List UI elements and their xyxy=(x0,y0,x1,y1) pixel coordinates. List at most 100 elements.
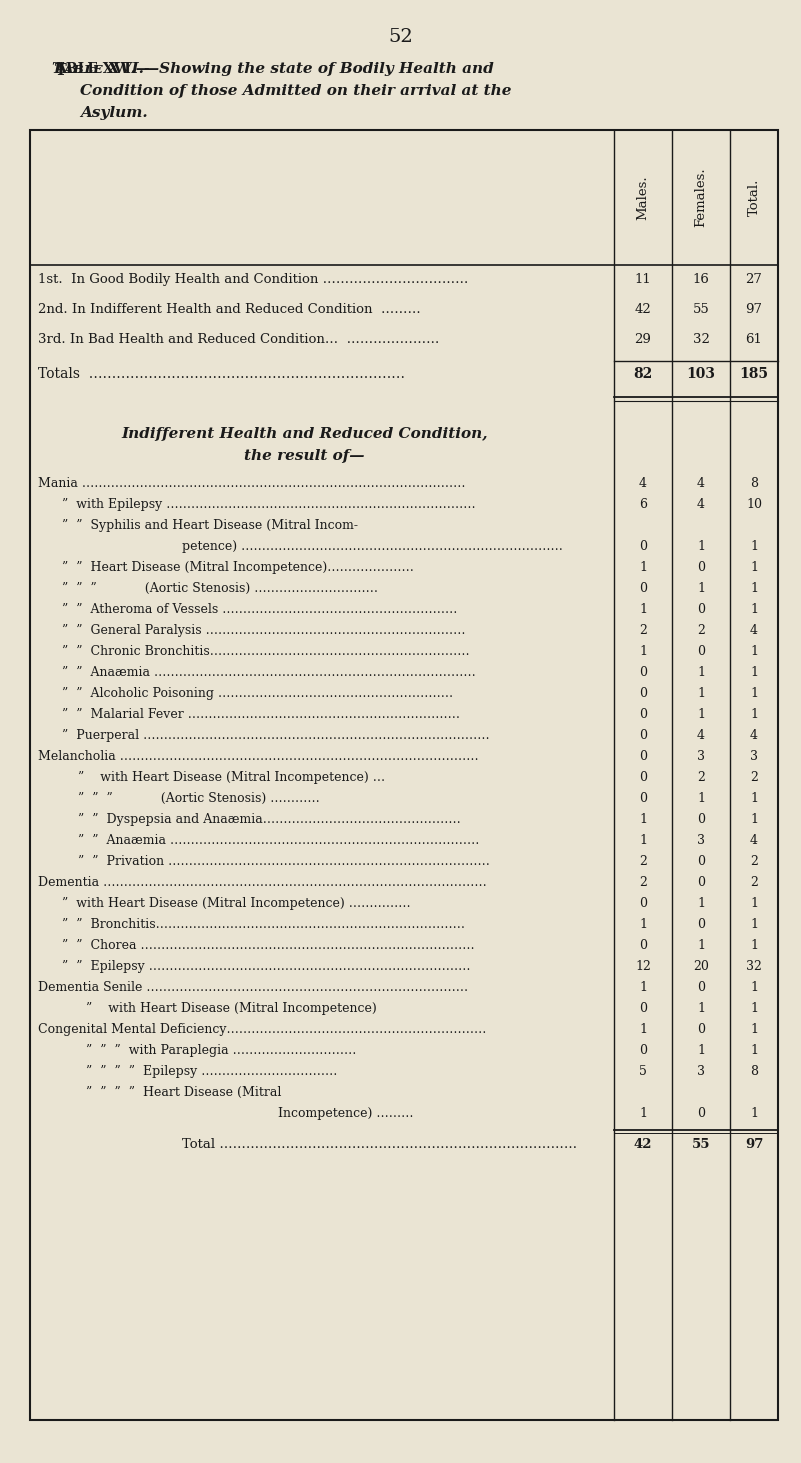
Text: ”  ”  ”  ”  Heart Disease (Mitral: ” ” ” ” Heart Disease (Mitral xyxy=(86,1086,281,1099)
Text: 1: 1 xyxy=(697,708,705,721)
Text: 0: 0 xyxy=(697,813,705,827)
Text: 3: 3 xyxy=(750,751,758,764)
Text: 3rd. In Bad Health and Reduced Condition…  …………………: 3rd. In Bad Health and Reduced Condition… xyxy=(38,334,440,347)
Text: ”  ”  Chorea ………………………………………………………………………: ” ” Chorea ……………………………………………………………………… xyxy=(62,939,475,952)
Text: Congenital Mental Deficiency………………………………………………………: Congenital Mental Deficiency………………………………… xyxy=(38,1023,486,1036)
Text: 1: 1 xyxy=(639,982,647,993)
Text: 2: 2 xyxy=(697,625,705,636)
Text: 0: 0 xyxy=(697,982,705,993)
Text: 1: 1 xyxy=(750,666,758,679)
Text: Total ………………………………………………………………………: Total ……………………………………………………………………… xyxy=(182,1138,578,1151)
Text: 1: 1 xyxy=(750,603,758,616)
Text: Dementia Senile ……………………………………………………………………: Dementia Senile ………………………………………………………………… xyxy=(38,982,468,993)
Text: ”  ”  Malarial Fever …………………………………………………………: ” ” Malarial Fever ………………………………………………………… xyxy=(62,708,460,721)
Text: 27: 27 xyxy=(746,274,763,285)
Text: 1: 1 xyxy=(697,939,705,952)
Text: 12: 12 xyxy=(635,960,651,973)
Text: ”  ”  General Paralysis ………………………………………………………: ” ” General Paralysis ………………………………………………… xyxy=(62,625,465,636)
Text: ”  ”  Heart Disease (Mitral Incompetence)…………………: ” ” Heart Disease (Mitral Incompetence)…… xyxy=(62,560,414,573)
Text: 1: 1 xyxy=(639,1107,647,1121)
Text: Melancholia ……………………………………………………………………………: Melancholia …………………………………………………………………………… xyxy=(38,751,479,764)
Text: 55: 55 xyxy=(692,1138,710,1151)
Text: ”  ”  Dyspepsia and Anaæmia…………………………………………: ” ” Dyspepsia and Anaæmia………………………………………… xyxy=(78,813,461,827)
Text: ”  ”  Anaæmia …………………………………………………………………: ” ” Anaæmia ………………………………………………………………… xyxy=(78,834,480,847)
Text: 1: 1 xyxy=(750,1045,758,1056)
Text: 4: 4 xyxy=(697,477,705,490)
Text: 4: 4 xyxy=(750,625,758,636)
Text: Asylum.: Asylum. xyxy=(80,105,147,120)
Text: 8: 8 xyxy=(750,477,758,490)
Text: 8: 8 xyxy=(750,1065,758,1078)
Text: 1: 1 xyxy=(697,897,705,910)
Text: 1: 1 xyxy=(697,688,705,699)
Text: 0: 0 xyxy=(639,791,647,805)
Text: 4: 4 xyxy=(750,834,758,847)
Text: Condition of those Admitted on their arrival at the: Condition of those Admitted on their arr… xyxy=(80,83,512,98)
Text: Total.: Total. xyxy=(747,178,760,217)
Text: 0: 0 xyxy=(697,1107,705,1121)
Text: Indifferent Health and Reduced Condition,: Indifferent Health and Reduced Condition… xyxy=(121,427,488,440)
Text: 42: 42 xyxy=(634,1138,652,1151)
Text: ”  ”  Atheroma of Vessels …………………………………………………: ” ” Atheroma of Vessels …………………………………………… xyxy=(62,603,457,616)
Text: 0: 0 xyxy=(639,939,647,952)
Text: 4: 4 xyxy=(697,729,705,742)
Text: 0: 0 xyxy=(639,582,647,595)
Text: ”    with Heart Disease (Mitral Incompetence) …: ” with Heart Disease (Mitral Incompetenc… xyxy=(78,771,385,784)
Text: 0: 0 xyxy=(639,1045,647,1056)
Text: 20: 20 xyxy=(693,960,709,973)
Text: 0: 0 xyxy=(697,645,705,658)
Text: 61: 61 xyxy=(746,334,763,347)
Text: 6: 6 xyxy=(639,497,647,511)
Text: 0: 0 xyxy=(697,560,705,573)
Text: 1: 1 xyxy=(750,813,758,827)
Text: 1: 1 xyxy=(750,982,758,993)
Text: 0: 0 xyxy=(639,666,647,679)
Text: ”  ”  Bronchitis…………………………………………………………………: ” ” Bronchitis………………………………………………………………… xyxy=(62,917,465,930)
Text: 0: 0 xyxy=(639,688,647,699)
Text: Males.: Males. xyxy=(637,176,650,219)
Bar xyxy=(30,130,778,1421)
Text: 52: 52 xyxy=(388,28,413,45)
Text: ”  ”  ”            (Aortic Stenosis) …………: ” ” ” (Aortic Stenosis) ………… xyxy=(78,791,320,805)
Text: 1: 1 xyxy=(639,1023,647,1036)
Text: 0: 0 xyxy=(639,1002,647,1015)
Text: 1: 1 xyxy=(639,917,647,930)
Text: ”  with Heart Disease (Mitral Incompetence) ……………: ” with Heart Disease (Mitral Incompetenc… xyxy=(62,897,411,910)
Text: 0: 0 xyxy=(697,917,705,930)
Text: 2: 2 xyxy=(750,771,758,784)
Text: 97: 97 xyxy=(745,1138,763,1151)
Text: ”  ”  ”            (Aortic Stenosis) …………………………: ” ” ” (Aortic Stenosis) ………………………… xyxy=(62,582,378,595)
Text: 4: 4 xyxy=(697,497,705,511)
Text: 1: 1 xyxy=(697,540,705,553)
Text: 1: 1 xyxy=(697,1002,705,1015)
Text: 55: 55 xyxy=(693,303,710,316)
Text: Incompetence) ………: Incompetence) ……… xyxy=(278,1107,414,1121)
Text: 32: 32 xyxy=(693,334,710,347)
Text: 1: 1 xyxy=(750,540,758,553)
Text: 0: 0 xyxy=(697,1023,705,1036)
Text: 1: 1 xyxy=(750,582,758,595)
Text: ”  ”  Chronic Bronchitis………………………………………………………: ” ” Chronic Bronchitis………………………………………………… xyxy=(62,645,469,658)
Text: 2: 2 xyxy=(639,625,647,636)
Text: 5: 5 xyxy=(639,1065,647,1078)
Text: ABLE XVI.—: ABLE XVI.— xyxy=(55,61,150,76)
Text: 0: 0 xyxy=(697,603,705,616)
Text: 4: 4 xyxy=(750,729,758,742)
Text: the result of—: the result of— xyxy=(244,449,364,462)
Text: 3: 3 xyxy=(697,1065,705,1078)
Text: 1st.  In Good Bodily Health and Condition ……………………………: 1st. In Good Bodily Health and Condition… xyxy=(38,274,469,285)
Text: 1: 1 xyxy=(639,603,647,616)
Text: 1: 1 xyxy=(697,666,705,679)
Text: 1: 1 xyxy=(697,791,705,805)
Text: 2: 2 xyxy=(639,854,647,868)
Text: Mania …………………………………………………………………………………: Mania ………………………………………………………………………………… xyxy=(38,477,465,490)
Text: 11: 11 xyxy=(634,274,651,285)
Text: 1: 1 xyxy=(639,834,647,847)
Text: 1: 1 xyxy=(697,582,705,595)
Text: 42: 42 xyxy=(634,303,651,316)
Text: 0: 0 xyxy=(639,708,647,721)
Text: 0: 0 xyxy=(639,771,647,784)
Text: 97: 97 xyxy=(746,303,763,316)
Text: 2: 2 xyxy=(750,854,758,868)
Text: 29: 29 xyxy=(634,334,651,347)
